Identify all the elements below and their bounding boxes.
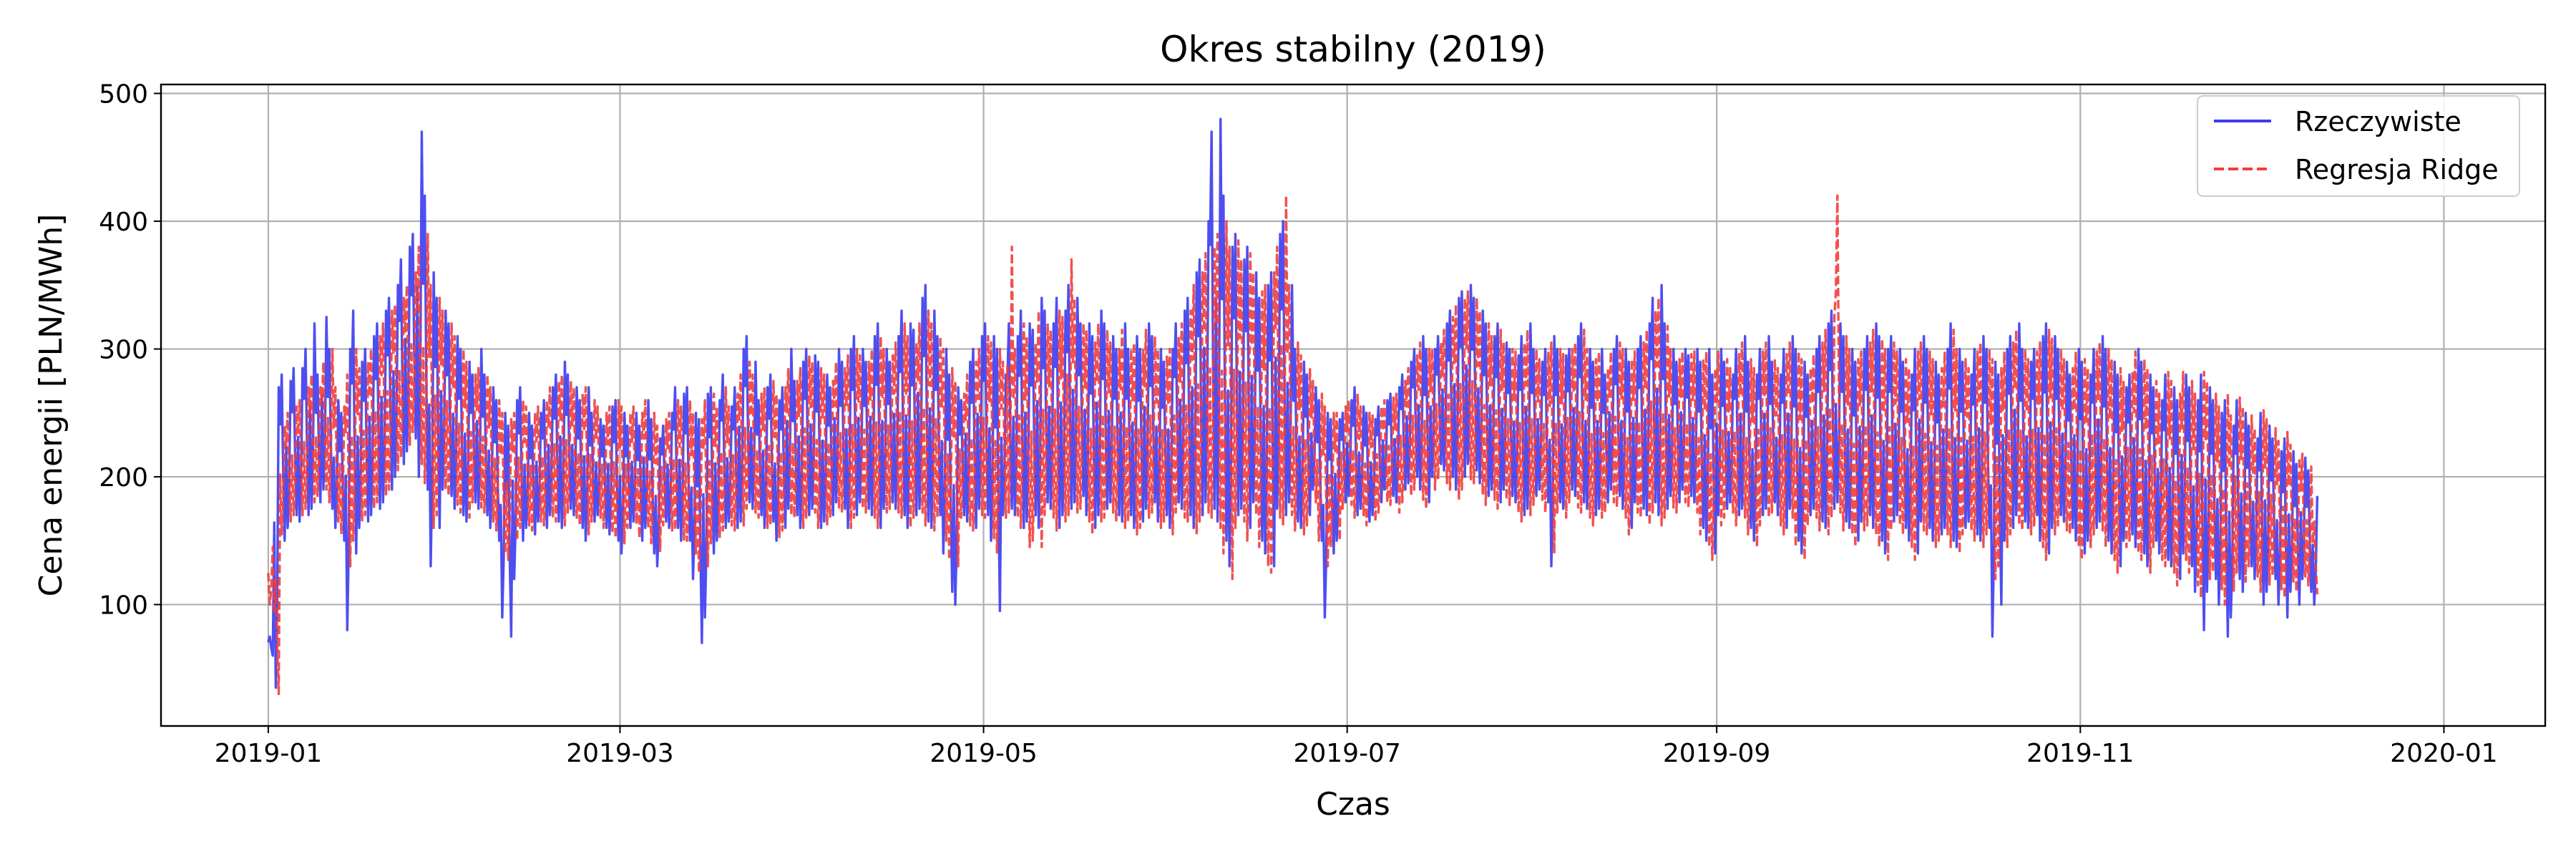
series-line-regresja-ridge bbox=[267, 194, 2319, 696]
x-tick-label: 2019-05 bbox=[930, 739, 1037, 768]
legend-label-rzeczywiste: Rzeczywiste bbox=[2295, 106, 2462, 137]
y-axis-label: Cena energii [PLN/MWh] bbox=[33, 214, 69, 597]
axis-ticks: 2019-01 2019-03 2019-05 2019-07 2019-09 2019-… bbox=[99, 79, 2497, 768]
x-tick-label: 2019-03 bbox=[566, 739, 673, 768]
y-tick-label: 200 bbox=[99, 463, 148, 493]
x-tick-label: 2019-01 bbox=[215, 739, 322, 768]
y-tick-label: 400 bbox=[99, 208, 148, 237]
x-tick-label: 2019-07 bbox=[1293, 739, 1400, 768]
x-tick-label: 2019-11 bbox=[2026, 739, 2134, 768]
plot-frame bbox=[160, 83, 2547, 727]
y-tick-label: 100 bbox=[99, 591, 148, 620]
legend-box bbox=[2197, 95, 2520, 197]
x-axis-label: Czas bbox=[1316, 786, 1390, 823]
chart-title: Okres stabilny (2019) bbox=[1160, 29, 1546, 70]
x-tick-label: 2019-09 bbox=[1663, 739, 1770, 768]
legend-label-regresja-ridge: Regresja Ridge bbox=[2295, 154, 2499, 185]
y-tick-label: 500 bbox=[99, 79, 148, 109]
series-layer bbox=[267, 117, 2319, 696]
x-tick-label: 2020-01 bbox=[2390, 739, 2497, 768]
y-tick-label: 300 bbox=[99, 335, 148, 364]
legend: Rzeczywiste Regresja Ridge bbox=[2197, 95, 2520, 197]
